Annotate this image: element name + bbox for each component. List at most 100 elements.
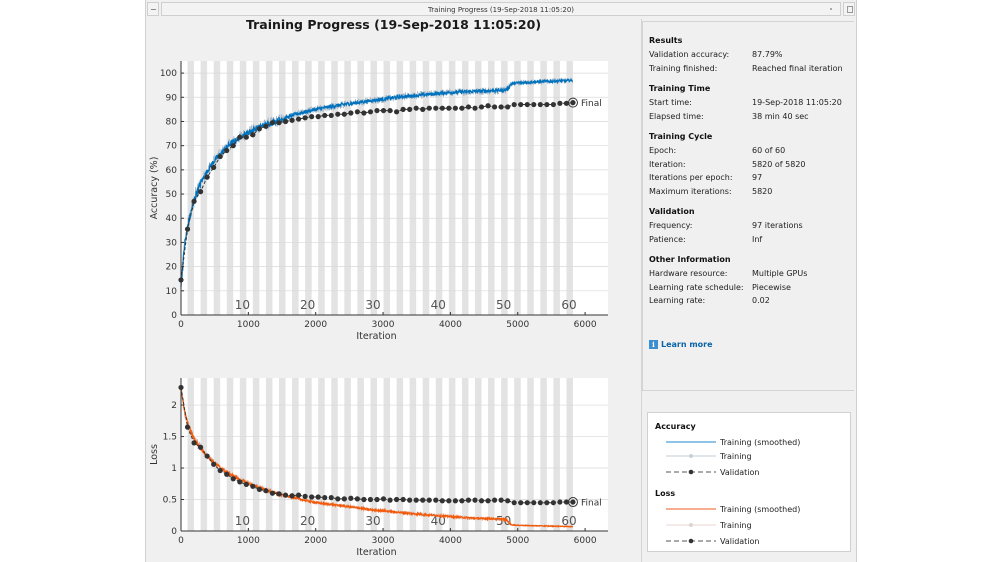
title-bar: Training Progress (19-Sep-2018 11:05:20) bbox=[146, 2, 856, 18]
legend-line-loss-smoothed bbox=[666, 508, 716, 510]
info-label: Learning rate schedule: bbox=[649, 282, 744, 292]
y-tick-label: 2 bbox=[171, 401, 177, 411]
epoch-band bbox=[501, 61, 508, 315]
epoch-label: 20 bbox=[300, 298, 315, 312]
epoch-band bbox=[252, 61, 260, 315]
learn-more-text[interactable]: Learn more bbox=[661, 340, 713, 349]
x-tick-label: 6000 bbox=[574, 536, 597, 546]
validation-point bbox=[433, 105, 439, 111]
legend-loss-validation: Validation bbox=[666, 535, 760, 547]
info-value: 60 of 60 bbox=[752, 146, 786, 155]
epoch-band bbox=[278, 378, 286, 531]
epoch-band bbox=[252, 378, 260, 531]
validation-point bbox=[485, 498, 491, 504]
validation-point bbox=[524, 101, 530, 108]
epoch-band bbox=[383, 378, 391, 531]
y-tick-label: 0 bbox=[171, 311, 177, 321]
validation-point bbox=[570, 100, 576, 106]
validation-point bbox=[361, 496, 367, 503]
epoch-band bbox=[265, 61, 273, 315]
info-row: Training finished: Reached final iteratio… bbox=[649, 62, 843, 76]
epoch-band bbox=[213, 378, 221, 531]
learn-more-link[interactable]: i Learn more bbox=[649, 340, 713, 349]
validation-point bbox=[433, 497, 439, 503]
epoch-band bbox=[514, 378, 521, 531]
validation-point bbox=[289, 493, 295, 499]
epoch-band bbox=[461, 378, 469, 531]
validation-point bbox=[230, 143, 236, 149]
epoch-band bbox=[357, 378, 364, 531]
window-title-text: Training Progress (19-Sep-2018 11:05:20) bbox=[427, 6, 575, 14]
info-label: Epoch: bbox=[649, 146, 677, 155]
epoch-band bbox=[200, 378, 208, 531]
validation-point bbox=[465, 104, 472, 110]
validation-point bbox=[426, 497, 432, 503]
validation-point bbox=[452, 498, 458, 504]
epoch-band bbox=[383, 61, 391, 315]
info-label: Patience: bbox=[649, 234, 686, 244]
epoch-band bbox=[265, 378, 273, 531]
validation-point bbox=[295, 116, 302, 122]
info-section-results: Results Validation accuracy: 87.79% Trainin… bbox=[649, 34, 843, 75]
legend-label: Training bbox=[720, 451, 752, 461]
info-value: Reached final iteration bbox=[752, 63, 843, 73]
validation-point bbox=[184, 226, 191, 232]
y-tick-label: 30 bbox=[166, 238, 178, 248]
info-label: Validation accuracy: bbox=[649, 50, 730, 59]
validation-point bbox=[348, 110, 354, 116]
epoch-band bbox=[292, 61, 299, 315]
epoch-band bbox=[448, 61, 456, 315]
epoch-band bbox=[540, 61, 547, 315]
validation-point bbox=[197, 444, 204, 450]
validation-point bbox=[276, 120, 282, 126]
validation-point bbox=[518, 500, 524, 506]
epoch-band bbox=[474, 61, 482, 315]
info-label: Frequency: bbox=[649, 221, 693, 230]
validation-point bbox=[557, 499, 563, 505]
validation-point bbox=[491, 104, 498, 110]
x-tick-label: 4000 bbox=[439, 320, 462, 330]
validation-point bbox=[537, 101, 543, 108]
validation-point bbox=[315, 494, 321, 500]
validation-point bbox=[511, 101, 517, 108]
x-tick-label: 1000 bbox=[237, 320, 260, 330]
validation-point bbox=[472, 497, 478, 503]
epoch-band bbox=[370, 378, 377, 531]
info-label: Iterations per epoch: bbox=[649, 173, 733, 183]
info-row: Epoch: 60 of 60 bbox=[649, 144, 806, 158]
validation-point bbox=[374, 496, 380, 503]
info-section-heading: Other Information bbox=[649, 255, 731, 264]
info-row: Patience: Inf bbox=[649, 233, 803, 247]
validation-point bbox=[380, 496, 387, 502]
validation-point bbox=[315, 114, 321, 120]
validation-point bbox=[413, 497, 419, 503]
validation-point bbox=[524, 500, 530, 506]
info-label: Start time: bbox=[649, 98, 692, 107]
legend-label: Training (smoothed) bbox=[720, 437, 801, 447]
validation-point bbox=[380, 107, 387, 114]
validation-point bbox=[348, 495, 354, 501]
validation-point bbox=[420, 497, 426, 503]
training-smoothed-line bbox=[180, 77, 574, 288]
x-tick-label: 0 bbox=[178, 320, 184, 330]
epoch-band bbox=[527, 61, 534, 315]
validation-point bbox=[420, 106, 426, 112]
maximize-button[interactable] bbox=[843, 2, 855, 16]
legend-label: Validation bbox=[720, 467, 760, 477]
info-row: Maximum iterations: 5820 bbox=[649, 185, 806, 199]
minimize-button[interactable] bbox=[147, 2, 159, 16]
validation-point bbox=[544, 101, 550, 108]
validation-point bbox=[204, 174, 210, 180]
y-tick-label: 70 bbox=[166, 142, 178, 152]
validation-point bbox=[439, 498, 445, 504]
y-tick-label: 80 bbox=[166, 117, 178, 127]
validation-point bbox=[250, 132, 256, 138]
info-value: 19-Sep-2018 11:05:20 bbox=[752, 98, 842, 107]
shade-icon[interactable] bbox=[830, 8, 832, 10]
info-row: Start time: 19-Sep-2018 11:05:20 bbox=[649, 96, 842, 110]
validation-point bbox=[498, 104, 504, 110]
x-axis-label: Iteration bbox=[356, 547, 396, 558]
validation-point bbox=[243, 134, 249, 140]
validation-point bbox=[511, 500, 517, 506]
validation-point bbox=[452, 105, 458, 111]
